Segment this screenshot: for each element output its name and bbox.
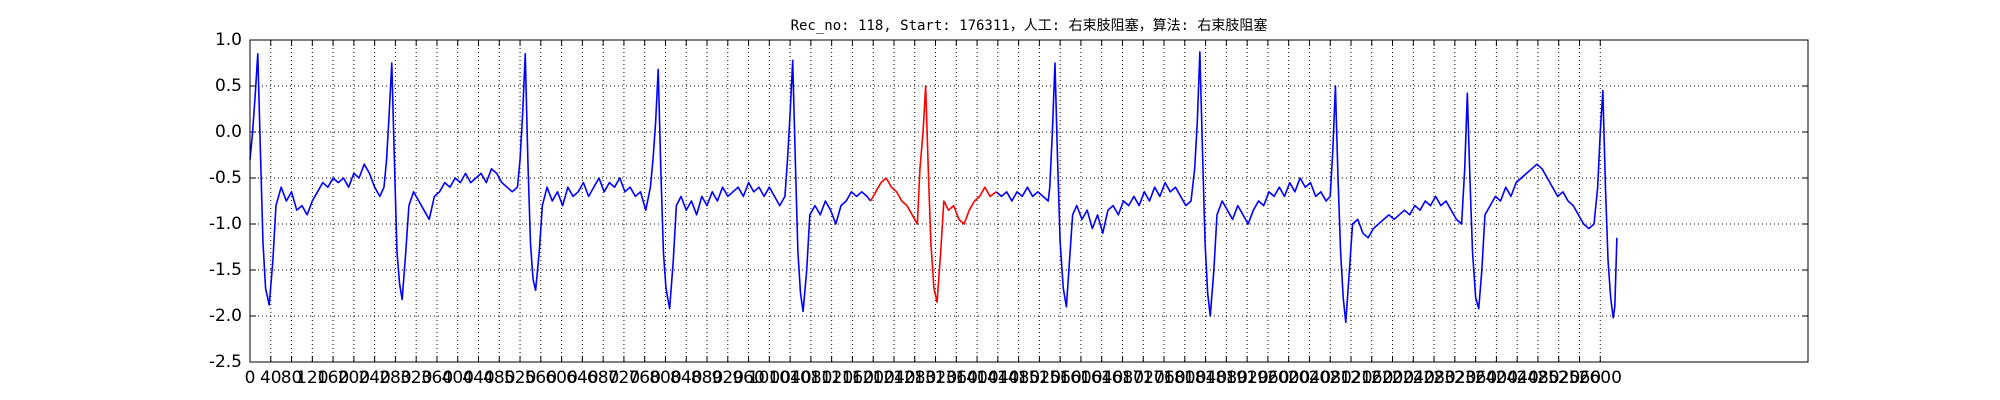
ecg-line — [869, 85, 997, 303]
x-tick-label: 1160 — [831, 368, 874, 388]
x-tick-label: 1600 — [1059, 368, 1102, 388]
x-tick-label: 640 — [566, 368, 598, 388]
x-tick-label: 560 — [525, 368, 557, 388]
x-tick-label: 800 — [649, 368, 681, 388]
x-tick-label: 2560 — [1558, 368, 1601, 388]
x-tick-label: 1720 — [1122, 368, 1165, 388]
chart-title: Rec_no: 118, Start: 176311，人工: 右束肢阻塞，算法:… — [791, 17, 1268, 34]
x-tick-label: 400 — [442, 368, 474, 388]
x-tick-label: 120 — [296, 368, 328, 388]
x-tick-label: 1360 — [935, 368, 978, 388]
x-tick-label: 1240 — [872, 368, 915, 388]
x-tick-label: 2320 — [1433, 368, 1476, 388]
ecg-line — [249, 51, 1618, 324]
x-tick-label: 2480 — [1516, 368, 1559, 388]
x-tick-label: 880 — [691, 368, 723, 388]
x-tick-label: 2200 — [1371, 368, 1414, 388]
x-tick-label: 680 — [587, 368, 619, 388]
x-tick-label: 1560 — [1039, 368, 1082, 388]
x-tick-label: 2600 — [1579, 368, 1622, 388]
x-tick-label: 1960 — [1246, 368, 1289, 388]
x-tick-label: 2160 — [1350, 368, 1393, 388]
y-tick-label: -2.5 — [209, 352, 242, 372]
x-tick-label: 1480 — [997, 368, 1040, 388]
x-tick-label: 1320 — [914, 368, 957, 388]
x-tick-label: 2120 — [1329, 368, 1372, 388]
x-tick-label: 1800 — [1163, 368, 1206, 388]
y-tick-label: -1.5 — [209, 260, 242, 280]
x-tick-label: 160 — [317, 368, 349, 388]
x-tick-label: 2000 — [1267, 368, 1310, 388]
x-tick-label: 1280 — [893, 368, 936, 388]
x-tick-label: 40 — [260, 368, 282, 388]
x-tick-label: 1680 — [1101, 368, 1144, 388]
x-tick-label: 320 — [400, 368, 432, 388]
y-tick-label: -0.5 — [209, 168, 242, 188]
x-tick-label: 240 — [358, 368, 390, 388]
x-tick-label: 2360 — [1454, 368, 1497, 388]
x-tick-label: 1000 — [748, 368, 791, 388]
x-tick-label: 1080 — [789, 368, 832, 388]
x-tick-label: 920 — [712, 368, 744, 388]
y-tick-label: -2.0 — [209, 306, 242, 326]
x-tick-label: 360 — [421, 368, 453, 388]
x-tick-label: 480 — [483, 368, 515, 388]
x-tick-label: 1840 — [1184, 368, 1227, 388]
x-tick-label: 760 — [628, 368, 660, 388]
y-tick-label: 0.5 — [215, 76, 242, 96]
x-tick-label: 440 — [462, 368, 494, 388]
x-tick-label: 200 — [338, 368, 370, 388]
x-tick-label: 1040 — [768, 368, 811, 388]
x-tick-label: 1440 — [976, 368, 1019, 388]
y-tick-label: 0.0 — [215, 122, 242, 142]
y-tick-label: -1.0 — [209, 214, 242, 234]
x-tick-label: 1400 — [955, 368, 998, 388]
x-tick-label: 1200 — [852, 368, 895, 388]
x-tick-label: 1520 — [1018, 368, 1061, 388]
x-tick-label: 840 — [670, 368, 702, 388]
x-tick-label: 2280 — [1412, 368, 1455, 388]
x-tick-label: 80 — [281, 368, 303, 388]
x-tick-label: 2040 — [1288, 368, 1331, 388]
x-tick-label: 1920 — [1225, 368, 1268, 388]
x-tick-label: 2520 — [1537, 368, 1580, 388]
x-tick-label: 600 — [545, 368, 577, 388]
x-tick-label: 2080 — [1309, 368, 1352, 388]
plot-frame — [249, 39, 1809, 363]
x-tick-label: 2400 — [1475, 368, 1518, 388]
x-tick-label: 960 — [732, 368, 764, 388]
x-tick-label: 2440 — [1496, 368, 1539, 388]
x-tick-label: 280 — [379, 368, 411, 388]
x-tick-label: 1640 — [1080, 368, 1123, 388]
x-tick-label: 1760 — [1142, 368, 1185, 388]
x-tick-label: 520 — [504, 368, 536, 388]
x-tick-label: 720 — [608, 368, 640, 388]
x-tick-label: 0 — [245, 368, 256, 388]
x-tick-label: 1120 — [810, 368, 853, 388]
x-tick-label: 1880 — [1205, 368, 1248, 388]
y-tick-label: 1.0 — [215, 30, 242, 50]
x-tick-label: 2240 — [1392, 368, 1435, 388]
